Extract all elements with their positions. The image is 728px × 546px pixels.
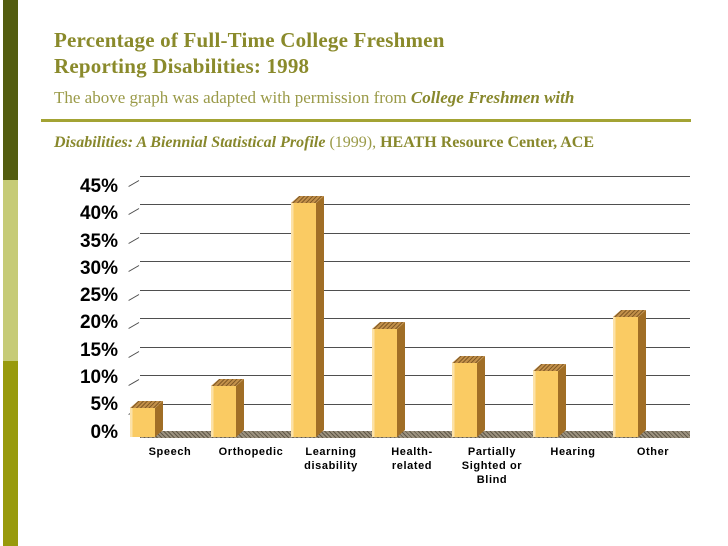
category-label-health-related: Health-related	[391, 446, 433, 472]
category-label-other: Other	[636, 446, 670, 458]
slide-title-line-2: Reporting Disabilities: 1998	[54, 54, 310, 78]
bar-hearing	[533, 364, 566, 437]
bar-top-face-other	[613, 310, 646, 317]
left-accent-bar	[3, 0, 18, 546]
bar-top-face-partially-sighted-or-blind	[452, 356, 485, 363]
gridline-5	[140, 403, 690, 405]
bar-side-face-other	[638, 310, 646, 437]
y-axis-label-0: 0%	[90, 421, 118, 443]
y-axis-label-30: 30%	[79, 257, 118, 279]
y-axis-label-45: 45%	[79, 176, 118, 197]
gridline-45	[140, 175, 690, 177]
gridline-35	[140, 232, 690, 234]
y-axis-label-40: 40%	[79, 203, 118, 225]
bar-learning-disability	[291, 196, 324, 437]
y-axis-tick-35	[128, 236, 140, 244]
bar-partially-sighted-or-blind	[452, 356, 485, 437]
bar-orthopedic	[211, 379, 244, 437]
bar-side-face-health-related	[397, 322, 405, 437]
gridline-20	[140, 318, 690, 319]
slide-title-line-1: Percentage of Full-Time College Freshmen	[54, 28, 445, 52]
gridline-25	[140, 289, 690, 291]
bar-health-related	[372, 322, 405, 437]
y-axis-tick-25	[128, 293, 140, 301]
y-axis-label-10: 10%	[79, 366, 118, 388]
bar-front-face-other	[613, 317, 638, 437]
bar-speech	[130, 401, 163, 437]
credit-line-2: Disabilities: A Biennial Statistical Pro…	[54, 134, 594, 152]
bar-other	[613, 310, 646, 437]
y-axis-tick-40	[128, 208, 140, 215]
bar-side-face-learning-disability	[316, 196, 324, 437]
bar-front-face-speech	[130, 408, 155, 437]
bar-front-face-partially-sighted-or-blind	[452, 363, 477, 437]
bar-side-face-partially-sighted-or-blind	[477, 356, 485, 437]
gridline-15	[140, 346, 690, 348]
credit-line-1: The above graph was adapted with permiss…	[54, 88, 574, 108]
credit-line-1-text: The above graph was adapted with permiss…	[54, 88, 411, 107]
gridline-30	[140, 261, 690, 262]
y-axis-tick-30	[128, 265, 140, 272]
bar-front-face-learning-disability	[291, 203, 316, 437]
bar-front-face-hearing	[533, 371, 558, 437]
bar-side-face-orthopedic	[236, 379, 244, 437]
y-axis-label-15: 15%	[79, 339, 118, 361]
gridline-40	[140, 204, 690, 205]
y-axis-label-5: 5%	[90, 394, 118, 416]
bar-top-face-learning-disability	[291, 196, 324, 203]
accent-segment-olive	[3, 361, 18, 546]
y-axis-tick-10	[128, 379, 140, 386]
credit-line-2-publisher: HEATH Resource Center, ACE	[380, 134, 595, 151]
slide-title: Percentage of Full-Time College Freshmen…	[54, 27, 445, 79]
accent-segment-light-green	[3, 180, 18, 361]
y-axis-label-35: 35%	[79, 230, 118, 252]
bar-top-face-hearing	[533, 364, 566, 371]
y-axis-tick-20	[128, 322, 140, 329]
category-label-learning-disability: Learning disability	[304, 446, 358, 472]
chart-floor	[140, 431, 690, 438]
credit-line-1-source-title: College Freshmen with	[410, 88, 575, 107]
y-axis-tick-15	[128, 350, 140, 358]
bar-top-face-health-related	[372, 322, 405, 329]
category-label-hearing: Hearing	[550, 446, 596, 458]
category-label-partially-sighted-or-blind: Partially Sighted or Blind	[461, 446, 523, 486]
y-axis-tick-45	[128, 179, 140, 187]
bar-front-face-health-related	[372, 329, 397, 437]
category-label-orthopedic: Orthopedic	[218, 446, 284, 458]
credit-line-2-source-title: Disabilities: A Biennial Statistical Pro…	[54, 134, 326, 151]
y-axis-label-20: 20%	[79, 312, 118, 334]
bar-top-face-orthopedic	[211, 379, 244, 386]
bar-side-face-speech	[155, 401, 163, 437]
credit-line-2-year: (1999),	[325, 134, 381, 151]
category-label-speech: Speech	[148, 446, 192, 458]
bar-side-face-hearing	[558, 364, 566, 437]
y-axis-label-25: 25%	[79, 285, 118, 307]
gridline-10	[140, 375, 690, 376]
accent-segment-dark-olive	[3, 0, 18, 180]
bar-top-face-speech	[130, 401, 163, 408]
bar-front-face-orthopedic	[211, 386, 236, 437]
divider-rule	[41, 119, 691, 122]
